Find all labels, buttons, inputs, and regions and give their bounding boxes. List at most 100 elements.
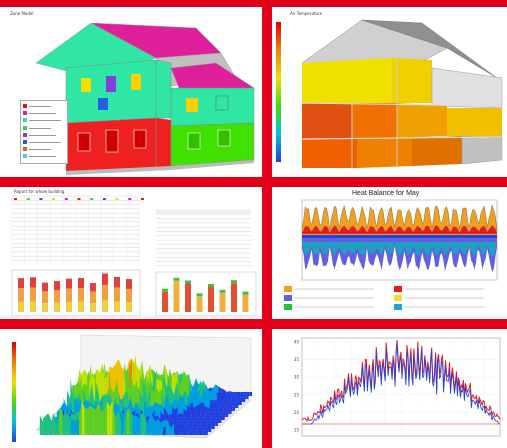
bar [219, 292, 226, 312]
temperature-chart-panel[interactable]: 40 35 30 25 20 15 [272, 330, 507, 448]
surface-strip [249, 392, 252, 396]
surface-strip [143, 411, 147, 435]
surface-strip [194, 427, 198, 432]
bar [173, 280, 180, 312]
surface-strip [177, 429, 180, 435]
surface-plot-panel[interactable] [6, 330, 261, 448]
surface-strip [179, 429, 183, 435]
surface-strip [218, 419, 222, 423]
table-color-key [39, 198, 43, 200]
bar [208, 287, 214, 312]
surface-strip [62, 409, 65, 435]
gains-outline [301, 204, 498, 231]
surface-strip [73, 419, 77, 435]
legend-swatch [23, 111, 27, 116]
surface-strip [163, 426, 166, 435]
heat-balance-svg [284, 199, 498, 310]
table-color-key [52, 198, 56, 200]
stacked-bar [54, 290, 60, 303]
surface-strip [215, 422, 218, 426]
surface-strip [242, 398, 246, 402]
surface-strip [79, 400, 82, 435]
stacked-bar [66, 302, 72, 312]
y-tick-label: 30 [294, 375, 300, 380]
surface-strip [193, 431, 197, 435]
surface-strip [225, 396, 229, 402]
stacked-bar [78, 301, 84, 312]
house-zone-model-panel[interactable]: Zone Model [6, 8, 261, 176]
surface-strip [191, 431, 194, 435]
surface-strip [56, 408, 60, 435]
surface-strip [221, 401, 225, 408]
surface-strip [65, 410, 68, 435]
stacked-bar [114, 301, 120, 312]
surface-strip [184, 421, 188, 426]
surface-strip [211, 425, 215, 429]
stacked-bar [66, 288, 72, 303]
surface-strip [194, 410, 198, 417]
table-color-key [102, 198, 106, 200]
legend-line [29, 120, 61, 122]
surface-strip [188, 430, 191, 435]
surface-strip [98, 401, 102, 435]
table-color-key [115, 198, 119, 200]
bar-chart-frame [155, 271, 257, 317]
surface-strip [165, 424, 169, 435]
stacked-bar [114, 287, 120, 302]
heat-balance-panel[interactable]: Heat Balance for May [272, 188, 507, 318]
series-line-red [301, 339, 501, 422]
y-tick-label: 15 [294, 428, 300, 433]
series-line-blue [302, 342, 501, 425]
surface-strip [157, 418, 161, 435]
legend-line [29, 134, 56, 136]
temperature-chart-svg: 40 35 30 25 20 15 [294, 337, 501, 437]
bar-cap [208, 284, 214, 288]
surface-strip [222, 416, 225, 420]
surface-strip [104, 401, 107, 435]
surface-strip [42, 415, 46, 435]
summary-report-panel[interactable]: Report for whole building [6, 188, 261, 318]
surface-strip [154, 418, 158, 435]
summary-report-title: Report for whole building [14, 189, 65, 194]
row-divider-2 [0, 319, 507, 329]
surface-strip [53, 412, 57, 435]
table-color-key [90, 198, 94, 200]
surface-strip [191, 410, 195, 417]
bar-cap [162, 288, 168, 292]
surface-strip [205, 431, 208, 435]
table-color-key [26, 198, 30, 200]
solar-gains-area [302, 225, 497, 234]
stacked-bar [126, 302, 132, 312]
stacked-bar [66, 278, 72, 289]
surface-strip [200, 405, 204, 414]
bar-cap [231, 280, 237, 284]
surface-strip [171, 423, 175, 435]
top-banner [0, 0, 507, 7]
surface-strip [185, 428, 189, 435]
surface-strip [93, 407, 96, 435]
bar-cap [173, 277, 180, 281]
legend-swatch [23, 104, 27, 108]
legend-item [23, 118, 63, 123]
surface-strip [146, 420, 149, 435]
surface-strip [107, 401, 110, 435]
table-color-key [14, 198, 17, 200]
stacked-bar [18, 301, 24, 312]
bar [196, 296, 203, 312]
surface-strip [81, 400, 85, 435]
surface-strip [188, 426, 192, 432]
surface-strip [182, 428, 186, 435]
surface-strip [87, 405, 91, 435]
surface-strip [228, 410, 232, 414]
zone-legend [20, 100, 68, 164]
bar-cap [196, 293, 203, 297]
legend-item [23, 154, 63, 159]
stacked-bar [78, 288, 84, 302]
heat-cutaway-panel[interactable]: Air Temperature [272, 8, 507, 176]
surface-strip [187, 421, 190, 426]
stacked-bar [42, 303, 48, 312]
surface-strip [168, 424, 172, 435]
surface-strip [90, 405, 93, 435]
surface-strip [126, 408, 130, 435]
y-tick-label: 25 [294, 392, 300, 397]
